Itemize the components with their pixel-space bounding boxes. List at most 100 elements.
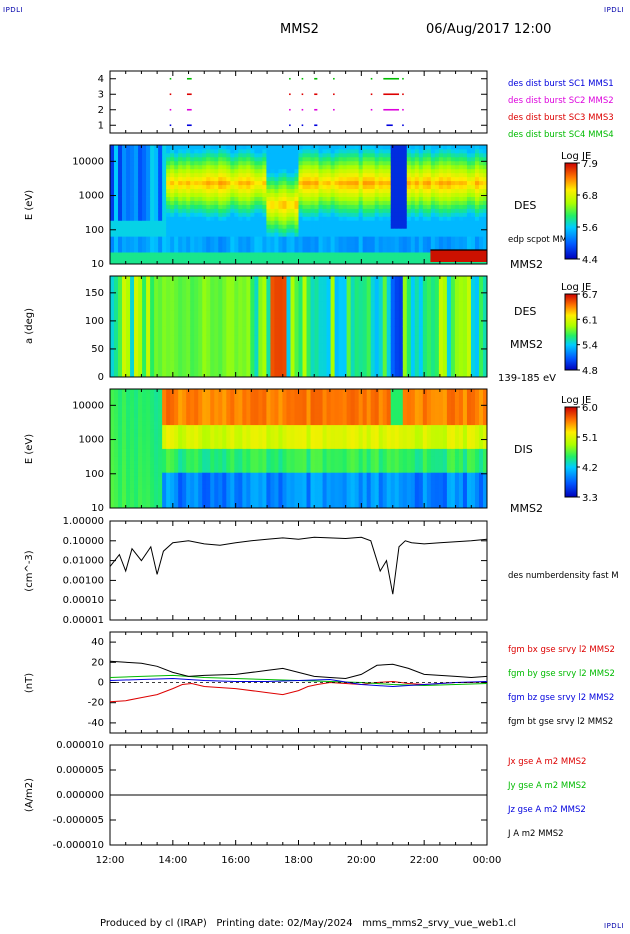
des-cell: [130, 224, 135, 229]
des-cell: [110, 212, 115, 217]
pad-cell: [130, 343, 135, 353]
des-cell: [338, 256, 344, 261]
des-cell: [426, 216, 432, 221]
des-cell: [178, 236, 183, 241]
pad-cell: [174, 309, 179, 319]
dis-cell: [126, 480, 131, 485]
des-cell: [194, 188, 199, 193]
des-cell: [198, 256, 203, 261]
des-cell: [130, 164, 135, 170]
dis-cell: [134, 392, 139, 398]
des-cell: [430, 184, 436, 190]
des-cell: [314, 180, 319, 186]
des-cell: [134, 208, 139, 213]
des-cell: [258, 248, 263, 253]
des-cell: [478, 152, 484, 158]
des-cell: [194, 184, 199, 190]
des-cell: [342, 168, 348, 174]
des-cell: [434, 196, 440, 201]
des-colorbar-label: 5.6: [582, 223, 598, 234]
pad-cell: [442, 326, 448, 336]
pad-cell: [470, 351, 476, 361]
des-cell: [198, 232, 203, 237]
des-cell: [310, 248, 315, 253]
des-cell: [142, 248, 147, 253]
pad-cell: [274, 351, 279, 361]
pad-cell: [202, 301, 207, 311]
des-cell: [186, 192, 191, 197]
des-cell: [146, 240, 151, 245]
des-cell: [294, 192, 299, 197]
des-cell: [262, 212, 267, 217]
des-cell: [294, 172, 299, 178]
des-cell: [434, 164, 440, 170]
pad-cell: [266, 368, 271, 378]
des-cell: [386, 160, 392, 166]
pad-cell: [262, 284, 267, 294]
pad-cell: [150, 292, 155, 302]
des-cell: [406, 184, 412, 190]
pad-cell: [314, 360, 319, 369]
des-cell: [246, 252, 251, 257]
des-cell: [306, 208, 311, 213]
dis-cell: [146, 440, 151, 445]
des-cell: [294, 224, 299, 229]
des-cell: [190, 184, 195, 190]
dis-cell: [154, 472, 159, 477]
pad-cell: [162, 343, 167, 353]
des-cell: [418, 168, 424, 174]
des-cell: [310, 176, 315, 182]
des-cell: [410, 176, 416, 182]
des-cell: [394, 172, 400, 178]
des-cell: [214, 224, 219, 229]
des-cell: [262, 208, 267, 213]
des-cell: [194, 244, 199, 249]
des-cell: [466, 184, 472, 190]
des-cell: [330, 168, 335, 174]
pad-cell: [466, 301, 472, 311]
dis-cell: [150, 480, 155, 485]
des-cell: [150, 204, 155, 209]
pad-cell: [302, 284, 307, 294]
dis-cell: [126, 428, 131, 434]
pad-cell: [430, 292, 436, 302]
des-cell: [114, 232, 119, 237]
des-cell: [182, 176, 187, 182]
des-cell: [378, 148, 384, 154]
pad-cell: [454, 351, 460, 361]
dis-cell: [110, 464, 115, 469]
des-cell: [114, 244, 119, 249]
pad-cell: [346, 292, 352, 302]
pad-cell: [286, 343, 291, 353]
des-cell: [286, 228, 291, 233]
des-cell: [126, 176, 131, 182]
des-cell: [238, 196, 243, 201]
des-cell: [350, 256, 356, 261]
dis-cell: [142, 392, 147, 398]
pad-ytick-label: 100: [85, 316, 104, 327]
pad-cell: [202, 284, 207, 294]
pad-cell: [210, 284, 215, 294]
pad-cell: [226, 334, 231, 344]
des-cell: [342, 184, 348, 190]
des-cell: [210, 260, 215, 265]
pad-cell: [378, 318, 384, 327]
dis-cell: [122, 420, 127, 426]
dis-cell: [194, 452, 199, 457]
des-cell: [218, 184, 223, 190]
dis-cell: [190, 492, 195, 497]
dis-cell: [146, 436, 151, 441]
burst-frame: [109, 70, 488, 134]
des-cell: [130, 176, 135, 182]
des-cell: [114, 156, 119, 162]
des-cell: [134, 212, 139, 217]
des-cell: [270, 156, 275, 162]
des-cell: [218, 252, 223, 257]
des-cell: [354, 220, 360, 225]
dis-cell: [190, 416, 195, 422]
des-cell: [418, 184, 424, 190]
des-cell: [206, 256, 211, 261]
des-cell: [166, 160, 171, 166]
des-cell: [422, 164, 428, 170]
des-cell: [154, 260, 159, 265]
